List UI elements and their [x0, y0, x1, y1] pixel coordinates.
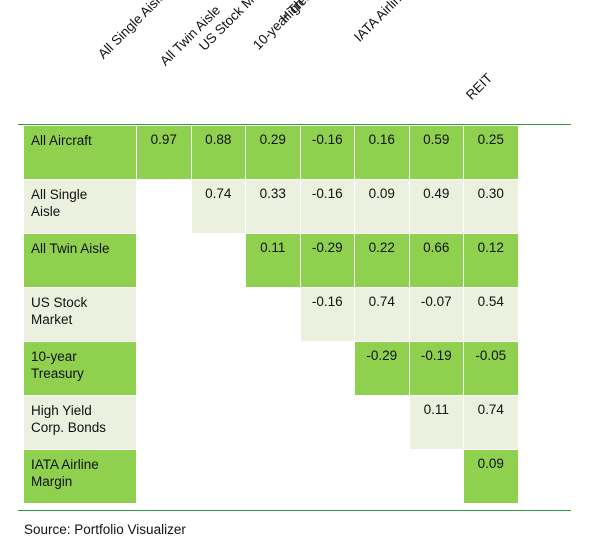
correlation-cell: 0.54 [464, 288, 518, 341]
correlation-cell: 0.49 [409, 180, 463, 233]
correlation-cell: 0.74 [191, 180, 245, 233]
correlation-cell: -0.29 [355, 342, 409, 395]
row-label: High Yield Corp. Bonds [24, 396, 136, 449]
correlation-cell: -0.16 [300, 180, 354, 233]
correlation-cell: 0.33 [246, 180, 300, 233]
correlation-cell: -0.16 [300, 126, 354, 179]
correlation-cell: -0.19 [409, 342, 463, 395]
source-note: Source: Portfolio Visualizer [24, 522, 186, 537]
correlation-cell: 0.74 [464, 396, 518, 449]
correlation-cell: 0.22 [355, 234, 409, 287]
correlation-cell: 0.29 [246, 126, 300, 179]
correlation-cell: 0.74 [355, 288, 409, 341]
correlation-cell: -0.07 [409, 288, 463, 341]
correlation-cell: 0.59 [409, 126, 463, 179]
column-header: REIT [463, 70, 496, 103]
correlation-cell: 0.09 [464, 450, 518, 503]
bottom-rule [18, 510, 571, 511]
column-header: All Single Aisle [95, 0, 169, 62]
correlation-cell: 0.30 [464, 180, 518, 233]
column-header: IATA Airline Margin [351, 0, 441, 45]
row-label: IATA Airline Margin [24, 450, 136, 503]
top-rule [18, 124, 571, 125]
correlation-cell: 0.66 [409, 234, 463, 287]
correlation-cell: -0.05 [464, 342, 518, 395]
row-label: US Stock Market [24, 288, 136, 341]
correlation-cell: 0.97 [137, 126, 191, 179]
correlation-cell: 0.25 [464, 126, 518, 179]
correlation-cell: -0.16 [300, 288, 354, 341]
row-label: All Aircraft [24, 126, 136, 179]
correlation-cell: 0.09 [355, 180, 409, 233]
correlation-cell: 0.11 [409, 396, 463, 449]
row-label: 10-year Treasury [24, 342, 136, 395]
row-label: All Single Aisle [24, 180, 136, 233]
correlation-cell: 0.11 [246, 234, 300, 287]
correlation-cell: 0.16 [355, 126, 409, 179]
row-label: All Twin Aisle [24, 234, 136, 287]
correlation-cell: 0.88 [191, 126, 245, 179]
correlation-cell: 0.12 [464, 234, 518, 287]
correlation-cell: -0.29 [300, 234, 354, 287]
